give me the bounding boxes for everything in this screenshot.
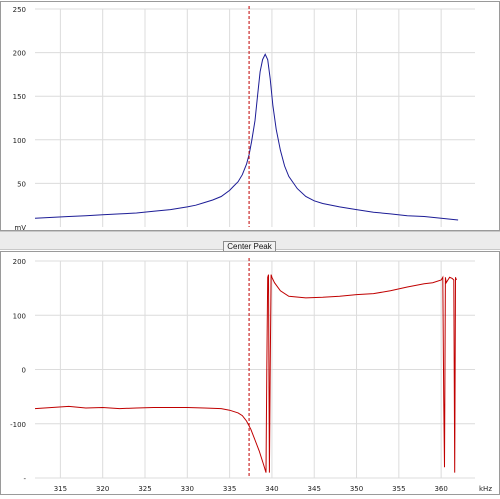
x-tick-label: 340	[265, 485, 278, 493]
x-tick-label: 335	[223, 485, 236, 493]
x-tick-label: 345	[308, 485, 321, 493]
phase-chart: 315 320 325 330 335 340 345 350 355 360 - -100 0 100 2…	[10, 258, 492, 493]
x-tick-label: 325	[138, 485, 151, 493]
y-tick-label: 250	[13, 6, 26, 14]
series-line	[34, 53, 459, 221]
y-tick-label: -	[23, 475, 26, 483]
phase-chart-panel: 315 320 325 330 335 340 345 350 355 360 - -100 0 100 2…	[0, 251, 500, 495]
y-tick-label: 200	[13, 50, 26, 58]
y-tick-label: 50	[17, 180, 26, 188]
y-tick-label: 0	[22, 367, 26, 375]
y-tick-label: 150	[13, 93, 26, 101]
magnitude-chart-panel: 3153203253303353403453503553605010015020…	[0, 1, 500, 241]
y-tick-label: 100	[13, 312, 26, 320]
x-tick-label: 350	[350, 485, 363, 493]
y-unit-label: mV	[14, 224, 26, 230]
series-line	[34, 274, 457, 473]
x-tick-label: 320	[96, 485, 109, 493]
y-tick-label: -100	[10, 421, 26, 429]
y-tick-label: 200	[13, 258, 26, 266]
x-tick-label: 315	[54, 485, 67, 493]
x-unit-label: kHz	[479, 485, 492, 493]
y-tick-label: 100	[13, 137, 26, 145]
magnitude-chart: 3153203253303353403453503553605010015020…	[13, 6, 492, 241]
x-tick-label: 330	[181, 485, 194, 493]
x-tick-label: 355	[392, 485, 405, 493]
x-tick-label: 360	[434, 485, 447, 493]
